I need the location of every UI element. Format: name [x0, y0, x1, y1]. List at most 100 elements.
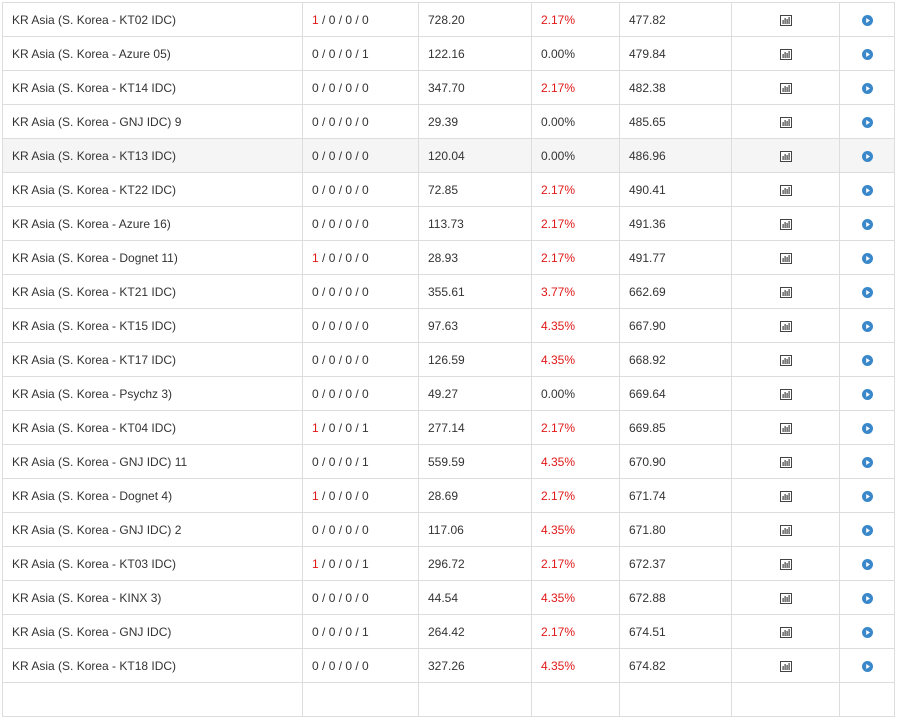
- ping-cell: 126.59: [418, 342, 532, 377]
- monitor-status-cell: 1 / 0 / 0 / 1: [302, 546, 419, 581]
- monitor-status-cell: 1 / 0 / 0 / 0: [302, 2, 419, 37]
- loss-cell: 4.35%: [531, 580, 620, 615]
- ping-cell: 264.42: [418, 614, 532, 649]
- server-name-cell: KR Asia (S. Korea - KT17 IDC): [2, 342, 303, 377]
- bar-chart-icon[interactable]: [779, 81, 792, 95]
- ping-value: 29.39: [428, 114, 459, 129]
- monitor-status-first: 0: [312, 590, 319, 605]
- loss-value: 4.35%: [541, 352, 576, 367]
- table-row: KR Asia (S. Korea - KT04 IDC) 1 / 0 / 0 /…: [2, 410, 895, 445]
- play-circle-icon[interactable]: [861, 149, 873, 163]
- bar-chart-icon[interactable]: [779, 115, 792, 129]
- ping-value: 296.72: [428, 556, 465, 571]
- monitor-status-first: 0: [312, 352, 319, 367]
- play-cell: [839, 614, 895, 649]
- distance-cell: 669.85: [619, 410, 732, 445]
- chart-cell: [731, 70, 840, 105]
- loss-cell: 0.00%: [531, 138, 620, 173]
- play-circle-icon[interactable]: [861, 659, 873, 673]
- bar-chart-icon[interactable]: [779, 47, 792, 61]
- play-circle-icon[interactable]: [861, 251, 873, 265]
- play-circle-icon[interactable]: [861, 47, 873, 61]
- bar-chart-icon[interactable]: [779, 591, 792, 605]
- table-row: KR Asia (S. Korea - GNJ IDC) 9 0 / 0 / 0 …: [2, 104, 895, 139]
- server-name-cell: KR Asia (S. Korea - Dognet 11): [2, 240, 303, 275]
- monitor-status-rest: / 0 / 0 / 0: [318, 318, 369, 333]
- ping-cell: 44.54: [418, 580, 532, 615]
- play-circle-icon[interactable]: [861, 625, 873, 639]
- table-row: KR Asia (S. Korea - Dognet 11) 1 / 0 / 0 …: [2, 240, 895, 275]
- ping-value: 117.06: [428, 522, 464, 537]
- distance-value: 491.36: [629, 216, 666, 231]
- bar-chart-icon[interactable]: [779, 387, 792, 401]
- play-cell: [839, 546, 895, 581]
- bar-chart-icon[interactable]: [779, 319, 792, 333]
- play-circle-icon[interactable]: [861, 115, 873, 129]
- play-circle-icon[interactable]: [861, 489, 873, 503]
- bar-chart-icon[interactable]: [779, 183, 792, 197]
- play-circle-icon[interactable]: [861, 217, 873, 231]
- bar-chart-icon[interactable]: [779, 523, 792, 537]
- play-circle-icon[interactable]: [861, 455, 873, 469]
- distance-cell: 674.51: [619, 614, 732, 649]
- distance-cell: 672.37: [619, 546, 732, 581]
- play-circle-icon[interactable]: [861, 557, 873, 571]
- bar-chart-icon[interactable]: [779, 557, 792, 571]
- play-circle-icon[interactable]: [861, 285, 873, 299]
- play-circle-icon[interactable]: [861, 591, 873, 605]
- play-cell: [839, 138, 895, 173]
- bar-chart-icon[interactable]: [779, 659, 792, 673]
- bar-chart-icon[interactable]: [779, 251, 792, 265]
- distance-cell: 491.77: [619, 240, 732, 275]
- play-circle-icon[interactable]: [861, 81, 873, 95]
- loss-value: 4.35%: [541, 318, 576, 333]
- bar-chart-icon[interactable]: [779, 625, 792, 639]
- server-name-cell: KR Asia (S. Korea - KT14 IDC): [2, 70, 303, 105]
- bar-chart-icon[interactable]: [779, 217, 792, 231]
- loss-cell: 2.17%: [531, 614, 620, 649]
- monitor-status-cell: 1 / 0 / 0 / 0: [302, 478, 419, 513]
- distance-cell: 491.36: [619, 206, 732, 241]
- play-cell: [839, 580, 895, 615]
- play-cell: [839, 172, 895, 207]
- bar-chart-icon[interactable]: [779, 285, 792, 299]
- chart-cell: [731, 614, 840, 649]
- server-name: KR Asia (S. Korea - KT13 IDC): [12, 148, 177, 163]
- server-name: KR Asia (S. Korea - KT22 IDC): [12, 182, 177, 197]
- distance-cell: 662.69: [619, 274, 732, 309]
- bar-chart-icon[interactable]: [779, 353, 792, 367]
- chart-cell: [731, 478, 840, 513]
- bar-chart-icon[interactable]: [779, 149, 792, 163]
- chart-cell: [731, 444, 840, 479]
- play-circle-icon[interactable]: [861, 387, 873, 401]
- play-circle-icon[interactable]: [861, 353, 873, 367]
- play-circle-icon[interactable]: [861, 183, 873, 197]
- loss-value: 4.35%: [541, 590, 576, 605]
- bar-chart-icon[interactable]: [779, 489, 792, 503]
- play-circle-icon[interactable]: [861, 421, 873, 435]
- distance-cell: 482.38: [619, 70, 732, 105]
- bar-chart-icon[interactable]: [779, 13, 792, 27]
- monitor-status-first: 0: [312, 182, 319, 197]
- loss-cell: 2.17%: [531, 240, 620, 275]
- play-circle-icon[interactable]: [861, 523, 873, 537]
- ping-value: 44.54: [428, 590, 459, 605]
- distance-value: 669.85: [629, 420, 666, 435]
- server-name-cell: KR Asia (S. Korea - GNJ IDC) 9: [2, 104, 303, 139]
- play-cell: [839, 648, 895, 683]
- server-name-cell: KR Asia (S. Korea - Psychz 3): [2, 376, 303, 411]
- bar-chart-icon[interactable]: [779, 421, 792, 435]
- bar-chart-icon[interactable]: [779, 455, 792, 469]
- ping-value: 120.04: [428, 148, 465, 163]
- distance-value: 485.65: [629, 114, 666, 129]
- server-name: KR Asia (S. Korea - Dognet 11): [12, 250, 178, 265]
- server-name: KR Asia (S. Korea - Azure 16): [12, 216, 171, 231]
- table-row: KR Asia (S. Korea - KT22 IDC) 0 / 0 / 0 /…: [2, 172, 895, 207]
- play-circle-icon[interactable]: [861, 13, 873, 27]
- server-name: KR Asia (S. Korea - KT15 IDC): [12, 318, 177, 333]
- play-circle-icon[interactable]: [861, 319, 873, 333]
- monitor-status-first: 1: [312, 12, 319, 27]
- ping-value: 49.27: [428, 386, 459, 401]
- distance-value: 672.37: [629, 556, 666, 571]
